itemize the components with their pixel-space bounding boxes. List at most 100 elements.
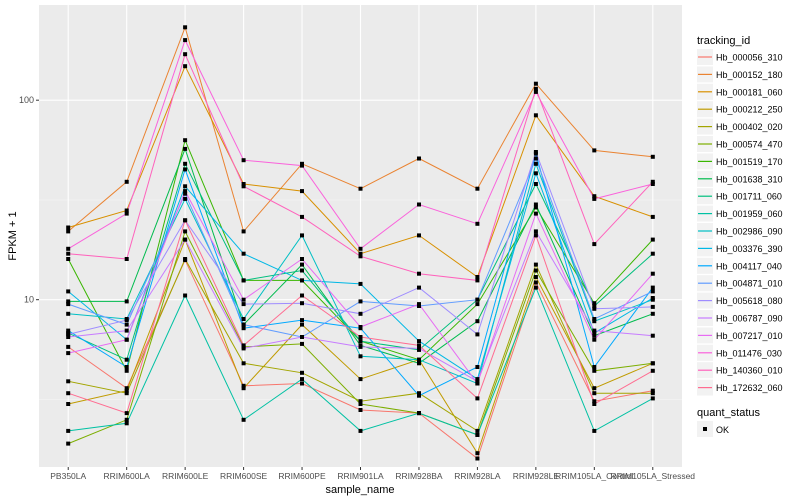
- x-tick-label: RRIM928LA: [454, 471, 501, 481]
- legend-label: Hb_007217_010: [716, 331, 783, 341]
- data-point: [124, 411, 129, 416]
- data-point: [650, 304, 655, 309]
- data-point: [533, 156, 538, 161]
- data-point: [358, 339, 363, 344]
- data-point: [241, 317, 246, 321]
- data-point: [300, 257, 304, 261]
- data-point: [300, 377, 304, 382]
- data-point: [358, 377, 363, 382]
- data-point: [533, 202, 538, 207]
- data-point: [533, 161, 538, 166]
- data-point: [475, 221, 480, 226]
- data-point: [533, 229, 538, 234]
- data-point: [592, 333, 597, 338]
- data-point: [592, 319, 597, 324]
- data-point: [650, 333, 655, 338]
- data-point: [533, 285, 538, 290]
- data-point: [358, 399, 363, 404]
- data-point: [183, 184, 188, 189]
- data-point: [650, 271, 655, 276]
- legend-label: Hb_005618_080: [716, 296, 783, 306]
- data-point: [300, 335, 304, 339]
- data-point: [533, 268, 538, 273]
- data-point: [300, 301, 304, 306]
- data-point: [183, 191, 188, 196]
- data-point: [241, 184, 246, 189]
- data-point: [475, 396, 480, 401]
- data-point: [650, 388, 655, 393]
- data-point: [358, 311, 363, 316]
- data-point: [124, 299, 129, 304]
- data-point: [533, 205, 538, 210]
- x-tick-label: RRIM105LA_Control: [555, 471, 634, 481]
- data-point: [300, 318, 304, 323]
- data-point: [358, 325, 363, 329]
- data-point: [66, 289, 71, 294]
- data-point: [417, 357, 421, 362]
- legend-label: Hb_001638_310: [716, 174, 783, 184]
- data-point: [533, 89, 538, 94]
- data-point: [417, 202, 421, 207]
- data-point: [241, 361, 246, 366]
- legend-label: Hb_004871_010: [716, 279, 783, 289]
- data-point: [124, 365, 129, 369]
- data-point: [592, 399, 597, 404]
- data-point: [66, 299, 71, 304]
- data-point: [650, 251, 655, 256]
- data-point: [650, 179, 655, 184]
- data-point: [592, 196, 597, 201]
- x-tick-label: RRIM600LA: [104, 471, 151, 481]
- data-point: [241, 326, 246, 331]
- data-points: [66, 25, 655, 461]
- data-point: [241, 343, 246, 348]
- data-point: [358, 354, 363, 359]
- data-point: [533, 233, 538, 238]
- legend-label: Hb_002986_090: [716, 227, 783, 237]
- legend-label: Hb_000212_250: [716, 105, 783, 115]
- data-point: [650, 396, 655, 401]
- legend-label: Hb_000181_060: [716, 87, 783, 97]
- data-point: [475, 319, 480, 324]
- data-point: [475, 302, 480, 307]
- data-point: [241, 251, 246, 256]
- data-point: [475, 432, 480, 437]
- data-point: [300, 189, 304, 194]
- data-point: [124, 211, 129, 216]
- data-point: [183, 293, 188, 298]
- data-point: [241, 278, 246, 283]
- x-tick-label: RRIM928LE: [513, 471, 560, 481]
- data-point: [358, 246, 363, 251]
- data-point: [66, 351, 71, 356]
- legend-label: Hb_011476_030: [716, 348, 782, 358]
- data-point: [417, 233, 421, 238]
- data-point: [124, 337, 129, 342]
- data-point: [66, 335, 71, 339]
- legend-label: Hb_000574_470: [716, 140, 783, 150]
- data-point: [66, 225, 71, 230]
- data-point: [183, 38, 188, 43]
- data-point: [592, 402, 597, 406]
- data-point: [124, 257, 129, 261]
- data-point: [241, 386, 246, 391]
- data-point: [124, 391, 129, 396]
- x-tick-label: RRIM600PE: [278, 471, 326, 481]
- data-point: [241, 417, 246, 422]
- data-point: [66, 302, 71, 307]
- data-point: [124, 318, 129, 323]
- data-point: [592, 328, 597, 333]
- point-legend-label: OK: [716, 425, 729, 435]
- legend-label: Hb_006787_090: [716, 314, 783, 324]
- data-point: [183, 237, 188, 242]
- data-point: [650, 311, 655, 316]
- x-tick-label: RRIM901LA: [337, 471, 384, 481]
- x-tick-label: PB350LA: [50, 471, 86, 481]
- data-point: [358, 281, 363, 286]
- data-point: [533, 211, 538, 216]
- data-point: [66, 428, 71, 433]
- data-point: [124, 417, 129, 422]
- data-point: [66, 251, 71, 256]
- data-point: [300, 262, 304, 267]
- data-point: [475, 381, 480, 386]
- data-point: [592, 301, 597, 306]
- legend-label: Hb_140360_010: [716, 366, 783, 376]
